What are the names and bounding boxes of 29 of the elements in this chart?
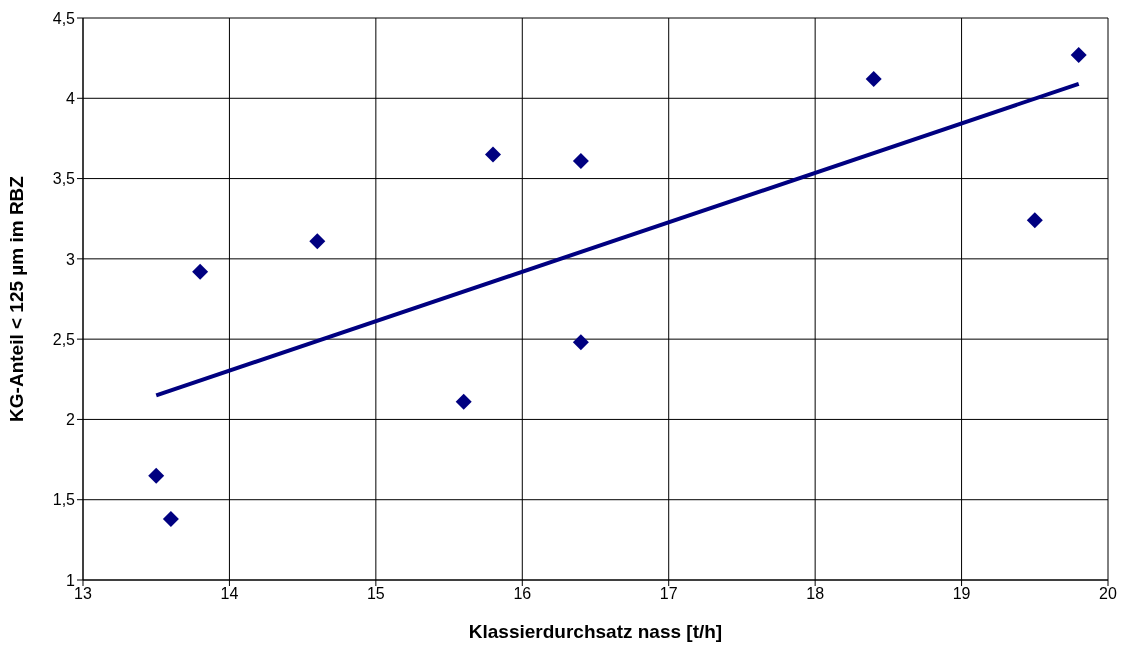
- y-tick-label: 1,5: [52, 491, 76, 509]
- point: [865, 71, 882, 88]
- x-tick-label: 20: [1099, 585, 1117, 603]
- point: [455, 393, 472, 410]
- point: [162, 510, 179, 527]
- x-tick-label: 17: [659, 585, 678, 603]
- x-tick-label: 14: [220, 585, 239, 603]
- x-tick-label: 16: [513, 585, 532, 603]
- point: [192, 263, 209, 280]
- point: [572, 152, 589, 169]
- y-tick-label: 2: [66, 411, 76, 429]
- y-tick-label: 4,5: [52, 9, 76, 27]
- y-tick-label: 1: [66, 571, 76, 589]
- point: [485, 146, 501, 163]
- point: [1026, 212, 1043, 229]
- point: [1070, 46, 1087, 63]
- x-tick-label: 19: [952, 585, 971, 603]
- x-tick-label: 15: [366, 585, 385, 603]
- y-tick-label: 2,5: [52, 330, 76, 348]
- point: [148, 467, 165, 484]
- x-tick-label: 18: [806, 585, 825, 603]
- x-tick-label: 13: [74, 585, 92, 603]
- x-axis-title: Klassierdurchsatz nass [t/h]: [468, 621, 723, 642]
- point: [309, 233, 326, 250]
- y-tick-label: 4: [66, 89, 76, 107]
- y-tick-label: 3,5: [52, 170, 76, 188]
- y-axis-title: KG-Anteil < 125 µm im RBZ: [5, 175, 27, 422]
- point: [572, 334, 589, 351]
- y-tick-label: 3: [66, 250, 76, 268]
